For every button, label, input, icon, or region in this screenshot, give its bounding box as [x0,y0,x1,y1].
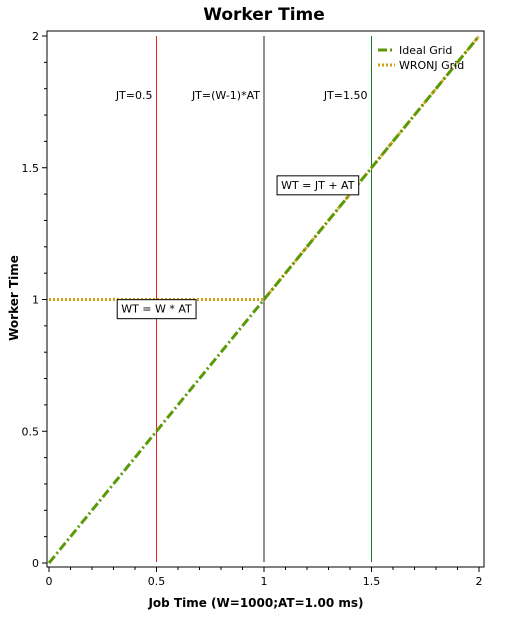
annotations: WT = W * AT WT = JT + AT [116,175,360,320]
annotation-box [116,299,197,320]
x-tick-label: 0.5 [148,575,166,588]
reference-line-label: JT=1.50 [323,89,368,102]
x-axis-title: Job Time (W=1000;AT=1.00 ms) [147,596,363,610]
annotation: WT = JT + AT [276,175,360,196]
y-tick-label: 0.5 [22,425,40,438]
series-line [47,35,481,564]
series-layer [47,35,481,564]
y-tick-label: 1.5 [22,162,40,175]
y-axis-title: Worker Time [7,255,21,341]
annotation-text: WT = JT + AT [281,179,355,192]
reference-line-label: JT=(W-1)*AT [191,89,260,102]
reference-line-label: JT=0.5 [115,89,153,102]
y-tick-label: 1 [32,294,39,307]
chart-title: Worker Time [203,5,325,25]
legend-label: WRONJ Grid [399,59,464,72]
annotation-box [276,175,360,196]
annotation: WT = W * AT [116,299,197,320]
x-axis: 0 0.5 1 1.5 2 [46,567,483,588]
x-tick-label: 0 [46,575,53,588]
y-axis: 0 0.5 1 1.5 2 [22,30,47,570]
legend-label: Ideal Grid [399,44,452,57]
x-tick-label: 1 [261,575,268,588]
x-tick-label: 1.5 [363,575,381,588]
x-tick-label: 2 [476,575,483,588]
legend: Ideal Grid WRONJ Grid [378,44,464,72]
y-tick-label: 2 [32,30,39,43]
y-tick-label: 0 [32,557,39,570]
annotation-text: WT = W * AT [121,303,192,316]
